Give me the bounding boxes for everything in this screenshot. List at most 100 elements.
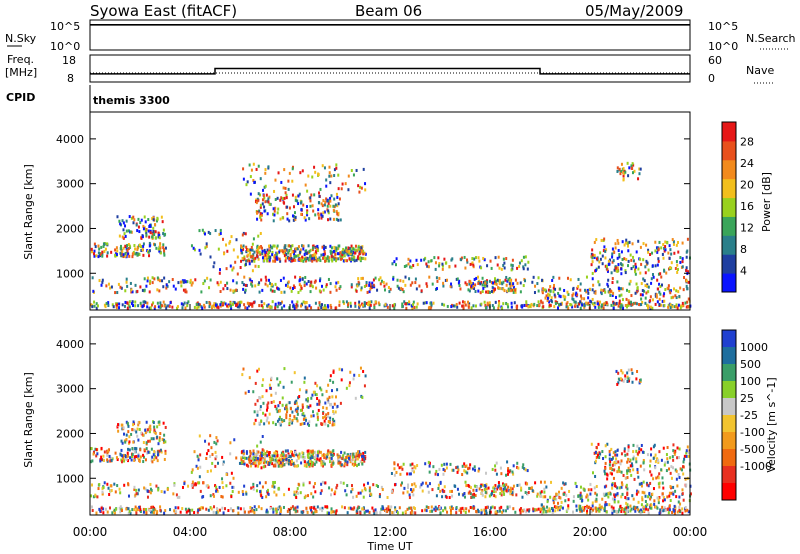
echo-cell xyxy=(309,456,312,460)
echo-cell xyxy=(319,259,322,263)
echo-cell xyxy=(666,507,669,511)
echo-cell xyxy=(632,259,635,263)
echo-cell xyxy=(644,494,647,498)
echo-cell xyxy=(474,283,477,287)
echo-cell xyxy=(402,462,405,466)
echo-cell xyxy=(483,258,486,262)
echo-cell xyxy=(145,420,148,424)
echo-cell xyxy=(338,286,341,290)
echo-cell xyxy=(684,505,687,509)
echo-cell xyxy=(446,304,449,308)
echo-cell xyxy=(357,257,360,261)
colorbar-swatch xyxy=(722,254,736,274)
echo-cell xyxy=(611,293,614,297)
echo-cell xyxy=(579,491,582,495)
echo-cell xyxy=(542,495,545,499)
echo-cell xyxy=(325,389,328,393)
echo-cell xyxy=(134,283,137,287)
echo-cell xyxy=(307,494,310,498)
echo-cell xyxy=(322,306,325,310)
echo-cell xyxy=(359,185,362,189)
echo-cell xyxy=(229,264,232,268)
echo-cell xyxy=(354,396,357,400)
echo-cell xyxy=(293,214,296,218)
echo-cell xyxy=(116,484,119,488)
echo-cell xyxy=(152,437,155,441)
echo-cell xyxy=(255,249,258,253)
echo-cell xyxy=(121,441,124,445)
echo-cell xyxy=(559,295,562,299)
echo-cell xyxy=(430,509,433,513)
echo-cell xyxy=(593,301,596,305)
echo-cell xyxy=(658,297,661,301)
echo-cell xyxy=(662,496,665,500)
echo-cell xyxy=(357,277,360,281)
echo-cell xyxy=(296,247,299,251)
echo-cell xyxy=(552,496,555,500)
echo-cell xyxy=(522,267,525,271)
echo-cell xyxy=(137,454,140,458)
echo-cell xyxy=(113,482,116,486)
echo-cell xyxy=(557,493,560,497)
echo-cell xyxy=(402,279,405,283)
echo-cell xyxy=(155,246,158,250)
echo-cell xyxy=(361,462,364,466)
echo-cell xyxy=(335,192,338,196)
echo-cell xyxy=(654,240,657,244)
echo-cell xyxy=(582,508,585,512)
echo-cell xyxy=(214,464,217,468)
echo-cell xyxy=(319,450,322,454)
echo-cell xyxy=(191,468,194,472)
echo-cell xyxy=(241,450,244,454)
echo-cell xyxy=(624,377,627,381)
echo-cell xyxy=(371,506,374,510)
echo-cell xyxy=(618,286,621,290)
echo-cell xyxy=(400,465,403,469)
echo-cell xyxy=(477,289,480,293)
echo-cell xyxy=(359,366,362,370)
echo-cell xyxy=(469,486,472,490)
echo-cell xyxy=(293,306,296,310)
echo-cell xyxy=(225,267,228,271)
echo-cell xyxy=(329,378,332,382)
echo-cell xyxy=(676,456,679,460)
echo-cell xyxy=(325,283,328,287)
echo-cell xyxy=(494,468,497,472)
echo-cell xyxy=(260,507,263,511)
echo-cell xyxy=(355,464,358,468)
echo-cell xyxy=(685,250,688,254)
echo-cell xyxy=(669,289,672,293)
echo-cell xyxy=(357,455,360,459)
echo-cell xyxy=(685,279,688,283)
echo-cell xyxy=(290,247,293,251)
echo-cell xyxy=(424,508,427,512)
echo-cell xyxy=(150,489,153,493)
echo-cell xyxy=(138,427,141,431)
echo-cell xyxy=(679,286,682,290)
echo-cell xyxy=(362,495,365,499)
echo-cell xyxy=(398,506,401,510)
echo-cell xyxy=(631,494,634,498)
echo-cell xyxy=(336,453,339,457)
echo-cell xyxy=(252,237,255,241)
echo-cell xyxy=(473,286,476,290)
echo-cell xyxy=(252,509,255,513)
echo-cell xyxy=(498,281,501,285)
echo-cell xyxy=(149,281,152,285)
echo-cell xyxy=(604,444,607,448)
echo-cell xyxy=(281,461,284,465)
echo-cell xyxy=(481,289,484,293)
echo-cell xyxy=(244,391,247,395)
echo-cell xyxy=(505,283,508,287)
echo-cell xyxy=(193,248,196,252)
echo-cell xyxy=(630,258,633,262)
echo-cell xyxy=(321,480,324,484)
echo-cell xyxy=(608,503,611,507)
echo-cell xyxy=(198,475,201,479)
echo-cell xyxy=(278,257,281,261)
echo-cell xyxy=(310,510,313,514)
echo-cell xyxy=(449,489,452,493)
echo-cell xyxy=(332,217,335,221)
echo-cell xyxy=(324,401,327,405)
echo-cell xyxy=(285,413,288,417)
